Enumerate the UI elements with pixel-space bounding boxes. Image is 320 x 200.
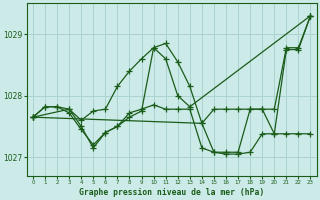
X-axis label: Graphe pression niveau de la mer (hPa): Graphe pression niveau de la mer (hPa) — [79, 188, 264, 197]
